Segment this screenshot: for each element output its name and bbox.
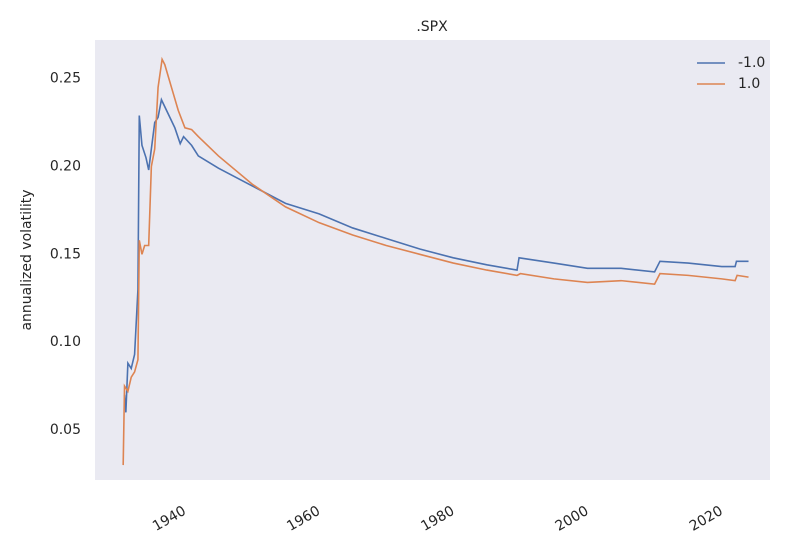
line-series (123, 97, 749, 413)
legend-label: 1.0 (738, 76, 760, 92)
chart-title: .SPX (416, 19, 448, 35)
y-tick-label: 0.20 (50, 158, 81, 174)
y-tick-label: 0.10 (50, 334, 81, 350)
y-tick-label: 0.15 (50, 246, 81, 262)
x-tick-label: 1960 (284, 503, 323, 535)
x-tick-label: 2000 (553, 503, 592, 535)
y-tick-label: 0.05 (50, 422, 81, 438)
x-tick-label: 1940 (150, 503, 189, 535)
line-series (122, 56, 749, 466)
y-axis-label: annualized volatility (19, 189, 35, 330)
x-tick-label: 1980 (418, 503, 457, 535)
legend-label: -1.0 (738, 55, 765, 71)
plot-area (95, 40, 770, 480)
x-tick-label: 2020 (687, 503, 726, 535)
y-tick-label: 0.25 (50, 71, 81, 87)
